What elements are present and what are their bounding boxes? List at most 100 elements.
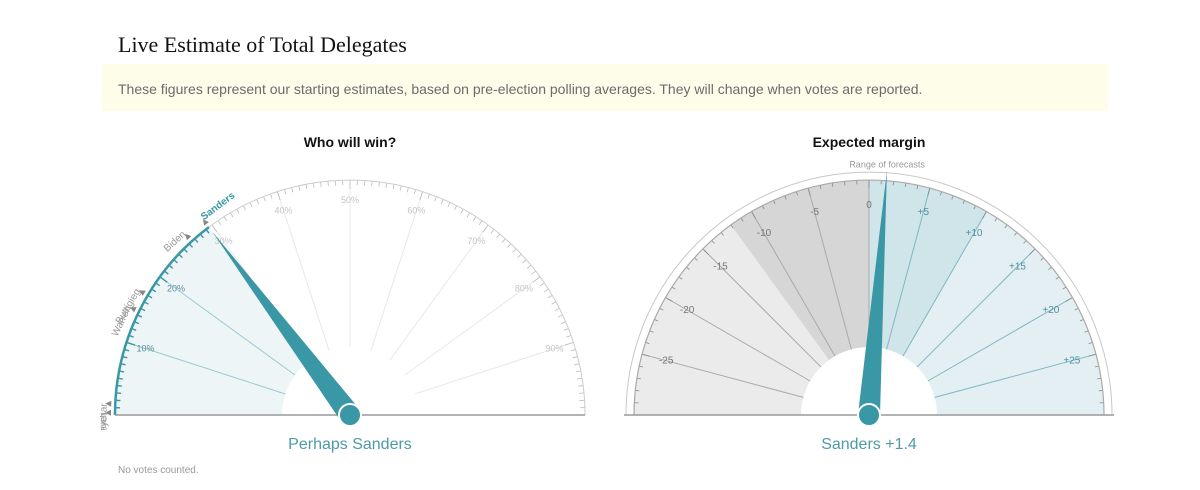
- minor-tick: [472, 216, 477, 222]
- minor-tick: [543, 288, 549, 293]
- minor-tick: [1055, 276, 1060, 280]
- minor-tick: [490, 229, 495, 234]
- candidate-marker: [129, 307, 137, 313]
- minor-tick: [678, 276, 683, 280]
- minor-tick: [526, 264, 532, 269]
- gridline: [414, 341, 574, 395]
- candidate-marker: [105, 400, 112, 407]
- minor-tick: [399, 185, 402, 191]
- minor-tick: [242, 205, 246, 211]
- gridline: [916, 248, 1036, 368]
- minor-tick: [501, 238, 506, 243]
- tick-label: 70%: [467, 236, 485, 246]
- minor-tick: [570, 349, 576, 352]
- minor-tick: [1074, 307, 1079, 311]
- tick-label: 50%: [341, 195, 359, 205]
- tick-label: +20: [1042, 305, 1059, 316]
- win-probability-gauge: 10% 20% 30% 40% 50% 60% 70% 80% 90% SteyerKlobuch…: [100, 179, 586, 430]
- minor-tick: [482, 224, 489, 233]
- minor-tick: [460, 208, 464, 214]
- tick-label: 20%: [167, 284, 185, 294]
- minor-tick: [1062, 286, 1067, 290]
- tick-label: 90%: [545, 344, 563, 354]
- minor-tick: [711, 240, 715, 244]
- gridline: [751, 211, 836, 357]
- minor-tick: [641, 353, 650, 357]
- minor-tick: [564, 342, 574, 346]
- minor-tick: [291, 187, 294, 193]
- tick-label: 10%: [137, 344, 155, 354]
- minor-tick: [665, 297, 673, 302]
- minor-tick: [454, 205, 458, 211]
- minor-tick: [236, 208, 240, 214]
- minor-tick: [277, 191, 281, 201]
- tick-label: -20: [680, 305, 695, 316]
- minor-tick: [819, 185, 822, 190]
- tick-label: +15: [1009, 262, 1026, 273]
- minor-tick: [385, 182, 388, 188]
- needle-hub: [857, 403, 881, 427]
- minor-tick: [578, 385, 584, 387]
- minor-tick: [639, 365, 644, 368]
- tick-label: -25: [659, 356, 674, 367]
- minor-tick: [636, 377, 641, 380]
- minor-tick: [574, 363, 580, 366]
- minor-tick: [761, 205, 765, 210]
- minor-tick: [1023, 240, 1027, 244]
- minor-tick: [211, 224, 218, 233]
- minor-tick: [540, 282, 545, 287]
- minor-tick: [575, 370, 581, 373]
- gridline: [641, 353, 804, 398]
- minor-tick: [1040, 257, 1044, 261]
- win-result-label: Perhaps Sanders: [288, 436, 412, 453]
- minor-tick: [305, 184, 308, 190]
- footnote: No votes counted.: [118, 465, 199, 476]
- minor-tick: [270, 193, 273, 199]
- minor-tick: [1004, 224, 1008, 229]
- gridline: [370, 191, 424, 351]
- minor-tick: [427, 193, 430, 199]
- minor-tick: [572, 356, 578, 359]
- minor-tick: [1065, 297, 1073, 302]
- gridline: [934, 353, 1097, 398]
- minor-tick: [284, 189, 287, 195]
- tick-label: +5: [918, 207, 930, 218]
- minor-tick: [904, 182, 907, 187]
- minor-tick: [554, 307, 560, 311]
- minor-tick: [547, 295, 553, 299]
- tick-label: -10: [757, 228, 772, 239]
- minor-tick: [796, 191, 798, 196]
- tick-label: 30%: [215, 236, 233, 246]
- minor-tick: [702, 248, 709, 255]
- minor-tick: [1014, 232, 1018, 236]
- minor-tick: [916, 185, 919, 190]
- minor-tick: [378, 181, 380, 187]
- tick-label: 80%: [515, 284, 533, 294]
- outer-arc: [633, 179, 1105, 416]
- minor-tick: [217, 220, 222, 225]
- candidate-marker: [139, 290, 146, 296]
- tick-label: -15: [713, 262, 728, 273]
- minor-tick: [406, 187, 409, 193]
- minor-tick: [532, 276, 541, 283]
- range-arc: [625, 171, 1113, 416]
- minor-tick: [413, 189, 416, 195]
- minor-tick: [940, 191, 942, 196]
- minor-tick: [531, 270, 536, 275]
- minor-tick: [740, 217, 744, 222]
- minor-tick: [973, 205, 977, 210]
- minor-tick: [1029, 248, 1036, 255]
- minor-tick: [831, 182, 834, 187]
- margin-gauge-title: Expected margin: [812, 134, 926, 150]
- minor-tick: [671, 286, 676, 290]
- needle: [858, 170, 887, 416]
- minor-tick: [694, 257, 698, 261]
- candidate-marker: [185, 233, 192, 241]
- win-probability-fill: [115, 227, 310, 415]
- minor-tick: [517, 253, 522, 258]
- minor-tick: [263, 196, 266, 202]
- minor-tick: [751, 211, 756, 219]
- minor-tick: [557, 314, 563, 318]
- minor-tick: [1088, 353, 1097, 357]
- minor-tick: [126, 341, 136, 346]
